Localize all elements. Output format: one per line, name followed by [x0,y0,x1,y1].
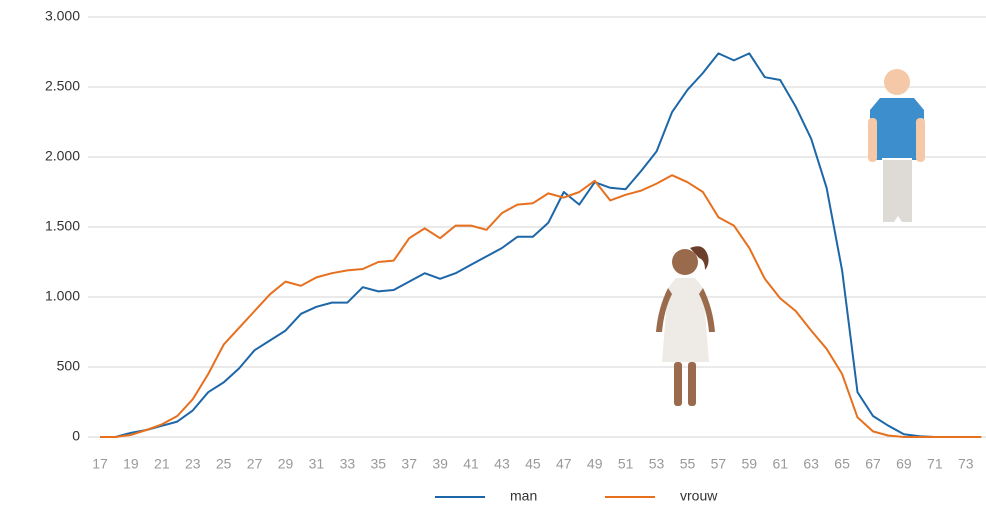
x-tick-label: 53 [649,456,665,472]
x-tick-label: 33 [340,456,356,472]
x-tick-label: 27 [247,456,263,472]
x-tick-label: 21 [154,456,170,472]
x-tick-label: 45 [525,456,541,472]
y-tick-label: 1.500 [45,218,80,234]
woman-icon [656,246,715,406]
legend: man vrouw [435,488,718,504]
x-tick-label: 69 [896,456,912,472]
x-tick-label: 35 [370,456,386,472]
x-tick-label: 31 [309,456,325,472]
y-tick-label: 0 [72,428,80,444]
y-tick-label: 500 [57,358,81,374]
man-icon [868,69,925,222]
x-tick-label: 47 [556,456,572,472]
x-tick-label: 71 [927,456,943,472]
x-tick-label: 39 [432,456,448,472]
x-tick-label: 73 [958,456,974,472]
chart: man vrouw 0 500 1.000 1.500 2.000 2.500 3.000 17 1… [0,0,986,511]
legend-label: vrouw [680,488,718,504]
x-tick-label: 55 [680,456,696,472]
plot: 0 500 1.000 1.500 2.000 2.500 3.000 17 19 21 23 25 2… [45,8,986,472]
y-tick-label: 1.000 [45,288,80,304]
x-tick-label: 37 [401,456,417,472]
line [100,53,981,437]
x-tick-label: 19 [123,456,139,472]
x-tick-label: 59 [742,456,758,472]
x-tick-label: 65 [834,456,850,472]
x-tick-label: 67 [865,456,881,472]
legend-label: man [510,488,537,504]
x-tick-label: 25 [216,456,232,472]
x-tick-label: 57 [711,456,727,472]
y-tick-label: 2.000 [45,148,80,164]
x-tick-label: 17 [92,456,108,472]
x-tick-label: 63 [803,456,819,472]
x-tick-label: 29 [278,456,294,472]
x-tick-label: 61 [772,456,788,472]
y-tick-label: 2.500 [45,78,80,94]
y-tick-label: 3.000 [45,8,80,24]
x-tick-label: 41 [463,456,479,472]
x-tick-label: 51 [618,456,634,472]
x-tick-label: 23 [185,456,201,472]
line [100,175,981,437]
x-tick-label: 43 [494,456,510,472]
x-tick-label: 49 [587,456,603,472]
